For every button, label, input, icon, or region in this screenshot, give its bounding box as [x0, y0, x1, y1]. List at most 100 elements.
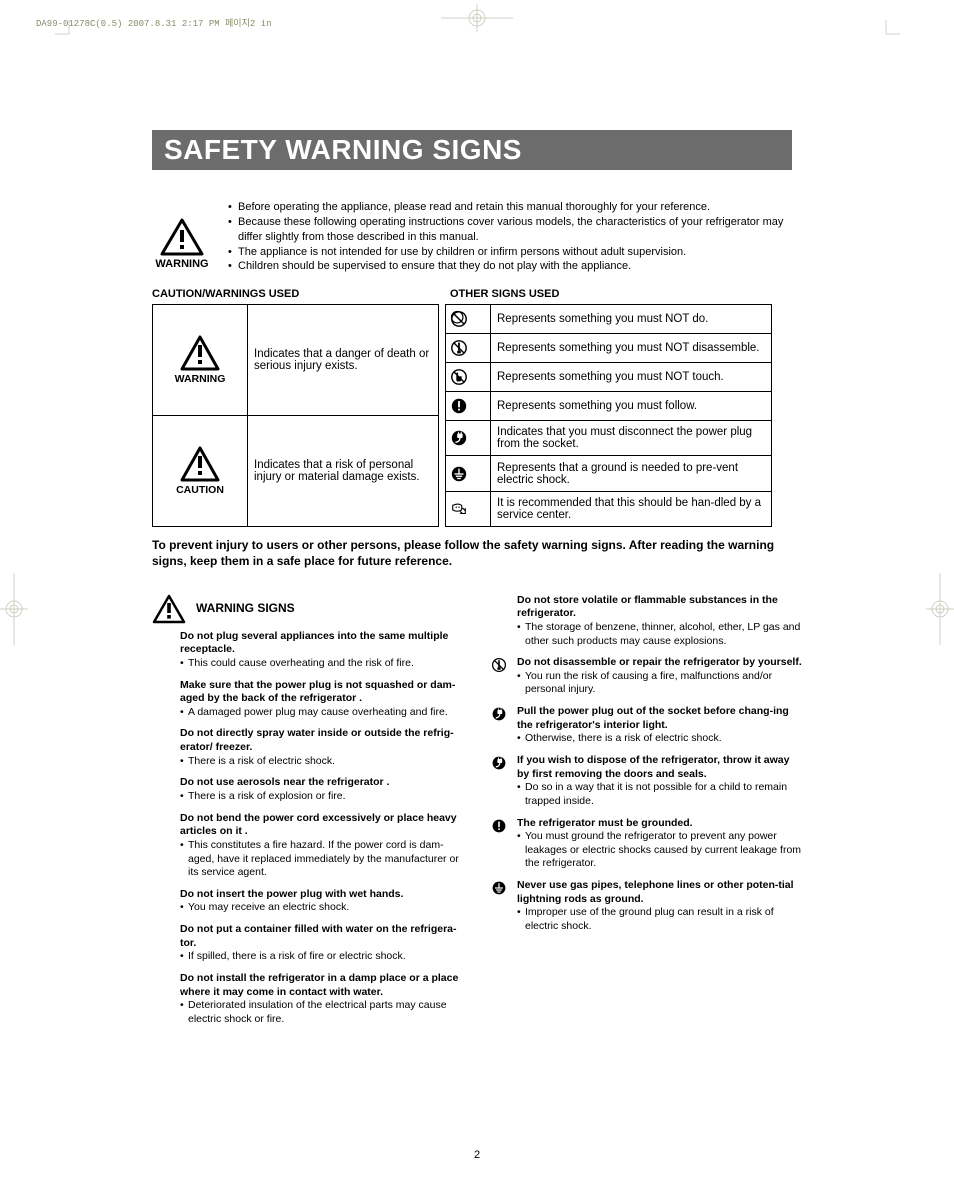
cw-symbol-cell: CAUTION [153, 416, 248, 527]
warning-item-icon-slot [489, 594, 509, 649]
warning-item-icon-slot [489, 817, 509, 872]
bullet-dot: • [228, 259, 238, 274]
other-signs-table: Represents something you must NOT do.Rep… [445, 304, 772, 527]
warning-item-line-text: You must ground the refrigerator to prev… [525, 830, 802, 871]
warning-item-line: •Improper use of the ground plug can res… [517, 906, 802, 933]
warning-item-line-text: The storage of benzene, thinner, alcohol… [525, 621, 802, 648]
warning-signs-heading-row: WARNING SIGNS [152, 594, 465, 624]
warning-item-body: If you wish to dispose of the refrigerat… [517, 754, 802, 809]
warning-item-line-text: You may receive an electric shock. [188, 901, 349, 915]
bullet-dot: • [180, 755, 188, 769]
os-row: Represents something you must NOT do. [446, 305, 772, 334]
warning-item-line: •There is a risk of electric shock. [180, 755, 465, 769]
ground-icon [450, 465, 468, 483]
intro-bullet-text: Before operating the appliance, please r… [238, 200, 710, 215]
table-headings: CAUTION/WARNINGS USED OTHER SIGNS USED [152, 288, 802, 300]
os-desc: It is recommended that this should be ha… [491, 491, 772, 526]
warning-item-line: •You run the risk of causing a fire, mal… [517, 670, 802, 697]
os-row: Represents something you must NOT touch. [446, 363, 772, 392]
right-column: Do not store volatile or flammable subst… [489, 594, 802, 1035]
bullet-dot: • [517, 732, 525, 746]
warning-item-icon-slot [489, 754, 509, 809]
warning-item-heading: The refrigerator must be grounded. [517, 817, 802, 831]
os-heading: OTHER SIGNS USED [450, 288, 559, 300]
warning-item: Do not put a container filled with water… [180, 923, 465, 964]
prohibit-icon [450, 310, 468, 328]
warning-triangle-icon [152, 594, 186, 624]
warning-item: Do not store volatile or flammable subst… [489, 594, 802, 649]
warning-item-heading: Do not store volatile or flammable subst… [517, 594, 802, 621]
must-follow-icon [491, 818, 507, 834]
warning-item-line: •If spilled, there is a risk of fire or … [180, 950, 465, 964]
bullet-dot: • [180, 790, 188, 804]
warning-item-heading: If you wish to dispose of the refrigerat… [517, 754, 802, 781]
warning-item-icon-slot [489, 879, 509, 934]
intro-bullet-text: Because these following operating instru… [238, 215, 802, 245]
os-desc: Represents something you must follow. [491, 392, 772, 421]
crop-mark-left [0, 573, 28, 645]
bullet-dot: • [180, 706, 188, 720]
warning-item-heading: Do not install the refrigerator in a dam… [180, 972, 465, 999]
bullet-dot: • [180, 950, 188, 964]
os-row: Represents something you must follow. [446, 392, 772, 421]
warning-item-line: •Do so in a way that it is not possible … [517, 781, 802, 808]
cw-heading: CAUTION/WARNINGS USED [152, 288, 450, 300]
bullet-dot: • [517, 670, 525, 697]
warning-signs-columns: WARNING SIGNS Do not plug several applia… [152, 594, 802, 1035]
warning-item-line-text: Improper use of the ground plug can resu… [525, 906, 802, 933]
os-row: Represents something you must NOT disass… [446, 334, 772, 363]
bullet-dot: • [228, 215, 238, 245]
cw-symbol-cell: WARNING [153, 305, 248, 416]
crop-mark-tl [55, 20, 83, 48]
bullet-dot: • [517, 906, 525, 933]
os-row: Represents that a ground is needed to pr… [446, 456, 772, 491]
page-title: SAFETY WARNING SIGNS [152, 130, 792, 170]
no-disassemble-icon [450, 339, 468, 357]
intro-bullet-text: The appliance is not intended for use by… [238, 245, 686, 260]
os-symbol-cell [446, 363, 491, 392]
warning-item-line: •This constitutes a fire hazard. If the … [180, 839, 465, 880]
page-content: SAFETY WARNING SIGNS WARNING •Before ope… [152, 130, 802, 1035]
os-symbol-cell [446, 491, 491, 526]
bullet-dot: • [180, 657, 188, 671]
bullet-dot: • [517, 781, 525, 808]
warning-item-line: •This could cause overheating and the ri… [180, 657, 465, 671]
warning-triangle-icon [180, 446, 220, 482]
warning-item-heading: Do not put a container filled with water… [180, 923, 465, 950]
bullet-dot: • [517, 830, 525, 871]
os-symbol-cell [446, 334, 491, 363]
cw-row: WARNINGIndicates that a danger of death … [153, 305, 439, 416]
page-number: 2 [0, 1149, 954, 1161]
warning-signs-heading: WARNING SIGNS [196, 601, 295, 617]
warning-item: If you wish to dispose of the refrigerat… [489, 754, 802, 809]
warning-item-line-text: Do so in a way that it is not possible f… [525, 781, 802, 808]
warning-item-heading: Pull the power plug out of the socket be… [517, 705, 802, 732]
no-touch-icon [450, 368, 468, 386]
warning-item: The refrigerator must be grounded.•You m… [489, 817, 802, 872]
warning-item-line: •There is a risk of explosion or fire. [180, 790, 465, 804]
intro-bullet: •Children should be supervised to ensure… [228, 259, 802, 274]
os-row: It is recommended that this should be ha… [446, 491, 772, 526]
warning-item-body: Do not store volatile or flammable subst… [517, 594, 802, 649]
bullet-dot: • [228, 200, 238, 215]
warning-item-line: •Otherwise, there is a risk of electric … [517, 732, 802, 746]
warning-item-icon-slot [489, 656, 509, 697]
no-disassemble-icon [491, 657, 507, 673]
warning-item-line-text: A damaged power plug may cause overheati… [188, 706, 448, 720]
os-desc: Represents something you must NOT touch. [491, 363, 772, 392]
unplug-icon [491, 706, 507, 722]
intro-bullet-text: Children should be supervised to ensure … [238, 259, 631, 274]
bullet-dot: • [180, 839, 188, 880]
intro-bullet: •The appliance is not intended for use b… [228, 245, 802, 260]
crop-mark-top [441, 4, 513, 32]
os-symbol-cell [446, 305, 491, 334]
cw-label: WARNING [175, 373, 226, 385]
os-symbol-cell [446, 456, 491, 491]
bullet-dot: • [228, 245, 238, 260]
warning-item-line: •A damaged power plug may cause overheat… [180, 706, 465, 720]
intro-warning-label: WARNING [155, 258, 208, 270]
intro-warning-block: WARNING [152, 218, 212, 274]
unplug-icon [450, 429, 468, 447]
bullet-dot: • [517, 621, 525, 648]
warning-item-icon-slot [489, 705, 509, 746]
